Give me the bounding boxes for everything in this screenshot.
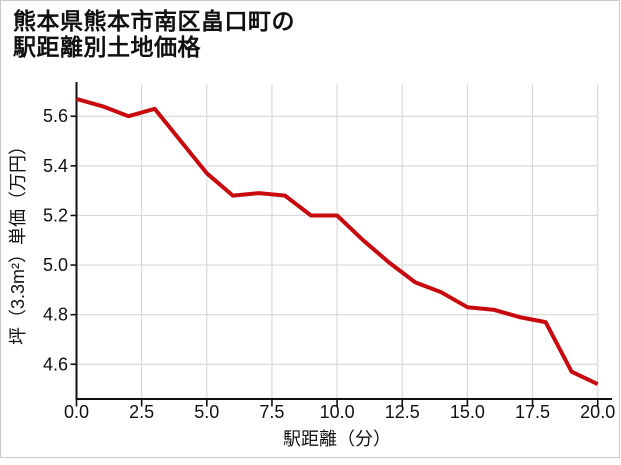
x-tick-label: 17.5: [515, 402, 550, 422]
chart-title-line1: 熊本県熊本市南区畠口町の: [13, 8, 295, 34]
y-tick-label: 5.2: [43, 205, 68, 225]
x-tick-label: 10.0: [320, 402, 355, 422]
y-tick-label: 4.8: [43, 305, 68, 325]
chart-title: 熊本県熊本市南区畠口町の 駅距離別土地価格: [13, 8, 295, 60]
x-tick-label: 5.0: [194, 402, 219, 422]
x-tick-label: 0.0: [64, 402, 89, 422]
x-axis-title: 駅距離（分）: [283, 429, 391, 449]
y-tick-label: 5.0: [43, 255, 68, 275]
gridlines: [76, 84, 599, 399]
y-tick-label: 5.6: [43, 106, 68, 126]
y-axis-title: 坪（3.3m²）単価（万円）: [8, 137, 28, 345]
tick-labels: 4.6 4.8 5.0 5.2 5.4 5.6 0.0 2.5 5.0 7.5 10.0 12.5 15…: [43, 106, 615, 422]
axis-ticks: [70, 115, 599, 407]
y-tick-label: 5.4: [43, 156, 68, 176]
chart-title-line2: 駅距離別土地価格: [13, 34, 201, 60]
x-tick-label: 15.0: [450, 402, 485, 422]
price-line: [75, 96, 599, 386]
x-tick-label: 7.5: [259, 402, 284, 422]
x-tick-label: 20.0: [580, 402, 615, 422]
x-tick-label: 2.5: [129, 402, 154, 422]
y-tick-label: 4.6: [43, 354, 68, 374]
x-tick-label: 12.5: [385, 402, 420, 422]
